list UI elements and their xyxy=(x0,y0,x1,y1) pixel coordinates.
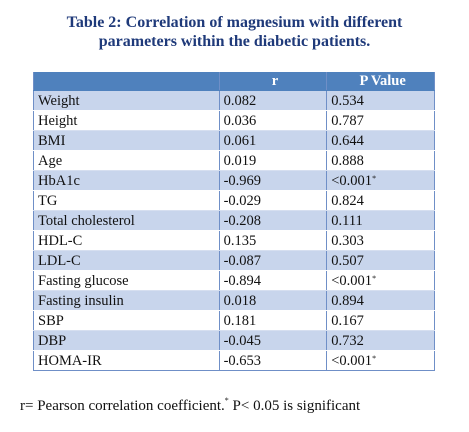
r-cell: -0.045 xyxy=(218,330,328,351)
r-cell: 0.181 xyxy=(218,310,328,331)
table-row: SBP 0.181 0.167 xyxy=(33,310,435,331)
p-value-text: <0.001 xyxy=(331,352,373,369)
parameter-cell: Total cholesterol xyxy=(33,210,220,231)
p-value-cell: 0.732 xyxy=(326,330,435,351)
p-value-cell: <0.001* xyxy=(326,270,435,291)
p-value-cell: 0.824 xyxy=(326,190,435,211)
parameter-cell: TG xyxy=(33,190,220,211)
footnote-definition: r= Pearson correlation coefficient. xyxy=(20,398,225,414)
table-row: HDL-C 0.135 0.303 xyxy=(33,230,435,251)
p-value-cell: 0.111 xyxy=(326,210,435,231)
r-cell: -0.029 xyxy=(218,190,328,211)
table-title: Table 2: Correlation of magnesium with d… xyxy=(0,13,469,51)
r-cell: -0.969 xyxy=(218,170,328,191)
p-value-cell: 0.894 xyxy=(326,290,435,311)
table-row: HOMA-IR -0.653 <0.001* xyxy=(33,350,435,371)
significance-marker: * xyxy=(372,353,377,363)
parameter-cell: SBP xyxy=(33,310,220,331)
p-value-text: 0.167 xyxy=(331,312,364,329)
table-row: HbA1c -0.969 <0.001* xyxy=(33,170,435,191)
title-line-1: Table 2: Correlation of magnesium with d… xyxy=(66,14,403,31)
parameter-cell: Fasting insulin xyxy=(33,290,220,311)
p-value-text: 0.824 xyxy=(331,192,364,209)
parameter-cell: HOMA-IR xyxy=(33,350,220,371)
r-cell: -0.894 xyxy=(218,270,328,291)
header-p-value: P Value xyxy=(326,72,435,91)
r-cell: 0.061 xyxy=(218,130,328,151)
header-row: r P Value xyxy=(33,72,435,91)
table-row: Fasting insulin 0.018 0.894 xyxy=(33,290,435,311)
r-cell: -0.087 xyxy=(218,250,328,271)
p-value-text: 0.303 xyxy=(331,232,364,249)
footnote: r= Pearson correlation coefficient.* P< … xyxy=(20,396,361,415)
r-cell: 0.018 xyxy=(218,290,328,311)
p-value-cell: 0.167 xyxy=(326,310,435,331)
parameter-cell: HDL-C xyxy=(33,230,220,251)
header-parameter xyxy=(33,72,220,91)
p-value-cell: 0.303 xyxy=(326,230,435,251)
p-value-text: 0.507 xyxy=(331,252,364,269)
significance-marker: * xyxy=(372,273,377,283)
p-value-text: 0.732 xyxy=(331,332,364,349)
table-row: Height 0.036 0.787 xyxy=(33,110,435,131)
table-row: Weight 0.082 0.534 xyxy=(33,90,435,111)
p-value-cell: <0.001* xyxy=(326,170,435,191)
p-value-cell: 0.787 xyxy=(326,110,435,131)
p-value-text: <0.001 xyxy=(331,172,373,189)
parameter-cell: DBP xyxy=(33,330,220,351)
r-cell: 0.019 xyxy=(218,150,328,171)
parameter-cell: LDL-C xyxy=(33,250,220,271)
significance-marker: * xyxy=(372,173,377,183)
p-value-cell: 0.534 xyxy=(326,90,435,111)
parameter-cell: Fasting glucose xyxy=(33,270,220,291)
r-cell: -0.653 xyxy=(218,350,328,371)
table-row: Total cholesterol -0.208 0.111 xyxy=(33,210,435,231)
p-value-cell: 0.888 xyxy=(326,150,435,171)
footnote-asterisk: * xyxy=(224,396,229,405)
table-row: BMI 0.061 0.644 xyxy=(33,130,435,151)
correlation-table: r P Value Weight 0.082 0.534 Height 0.036 0.7… xyxy=(33,72,435,371)
table-row: Age 0.019 0.888 xyxy=(33,150,435,171)
table-row: Fasting glucose -0.894 <0.001* xyxy=(33,270,435,291)
parameter-cell: Height xyxy=(33,110,220,131)
p-value-text: 0.111 xyxy=(331,212,363,229)
p-value-text: 0.534 xyxy=(331,92,364,109)
p-value-text: 0.787 xyxy=(331,112,364,129)
p-value-cell: 0.507 xyxy=(326,250,435,271)
parameter-cell: BMI xyxy=(33,130,220,151)
table-row: DBP -0.045 0.732 xyxy=(33,330,435,351)
table-row: TG -0.029 0.824 xyxy=(33,190,435,211)
p-value-text: <0.001 xyxy=(331,272,373,289)
r-cell: 0.036 xyxy=(218,110,328,131)
p-value-text: 0.888 xyxy=(331,152,364,169)
p-value-text: 0.644 xyxy=(331,132,364,149)
r-cell: -0.208 xyxy=(218,210,328,231)
r-cell: 0.082 xyxy=(218,90,328,111)
footnote-significance: P< 0.05 is significant xyxy=(228,398,361,414)
p-value-text: 0.894 xyxy=(331,292,364,309)
title-line-2: parameters within the diabetic patients. xyxy=(98,33,371,50)
header-r: r xyxy=(218,72,328,91)
parameter-cell: Weight xyxy=(33,90,220,111)
p-value-cell: <0.001* xyxy=(326,350,435,371)
parameter-cell: Age xyxy=(33,150,220,171)
p-value-cell: 0.644 xyxy=(326,130,435,151)
parameter-cell: HbA1c xyxy=(33,170,220,191)
table-row: LDL-C -0.087 0.507 xyxy=(33,250,435,271)
r-cell: 0.135 xyxy=(218,230,328,251)
